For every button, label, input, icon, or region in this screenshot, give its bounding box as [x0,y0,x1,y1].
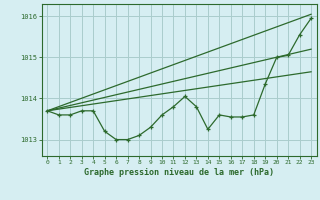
X-axis label: Graphe pression niveau de la mer (hPa): Graphe pression niveau de la mer (hPa) [84,168,274,177]
